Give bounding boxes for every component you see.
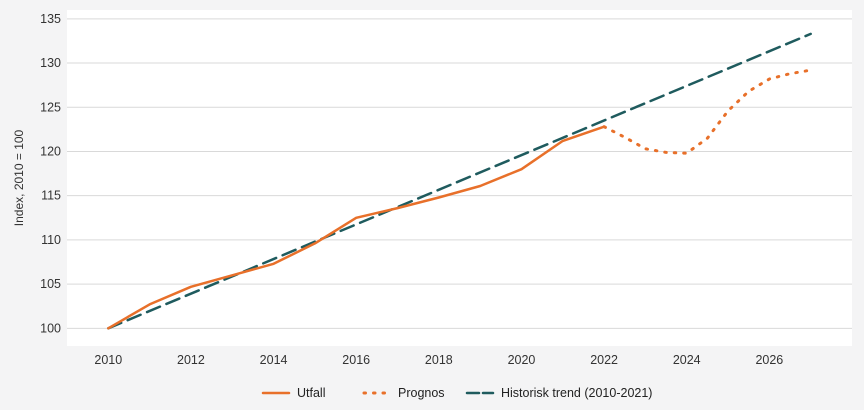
y-tick-label: 100 (40, 321, 61, 335)
legend-label-prognos: Prognos (398, 386, 445, 400)
x-tick-label: 2026 (755, 353, 783, 367)
x-tick-label: 2014 (260, 353, 288, 367)
x-tick-label: 2022 (590, 353, 618, 367)
x-tick-label: 2010 (94, 353, 122, 367)
legend-label-utfall: Utfall (297, 386, 325, 400)
y-tick-label: 110 (41, 233, 61, 247)
x-tick-label: 2018 (425, 353, 453, 367)
x-tick-label: 2012 (177, 353, 205, 367)
y-tick-label: 125 (40, 100, 61, 114)
y-tick-label: 115 (41, 189, 61, 203)
x-tick-label: 2020 (508, 353, 536, 367)
x-axis-ticks: 2010 2012 2014 2016 2018 2020 2022 2024 2026 (94, 353, 783, 367)
y-tick-label: 105 (40, 277, 61, 291)
y-tick-label: 120 (40, 144, 61, 158)
y-axis-label: Index, 2010 = 100 (12, 129, 26, 226)
legend: Utfall Prognos Historisk trend (2010-2021) (263, 386, 652, 400)
y-axis-ticks: 100 105 110 115 120 125 130 135 (40, 12, 61, 335)
y-tick-label: 130 (40, 56, 61, 70)
y-tick-label: 135 (40, 12, 61, 26)
x-tick-label: 2016 (342, 353, 370, 367)
legend-label-historisk-trend: Historisk trend (2010-2021) (501, 386, 652, 400)
x-tick-label: 2024 (673, 353, 701, 367)
